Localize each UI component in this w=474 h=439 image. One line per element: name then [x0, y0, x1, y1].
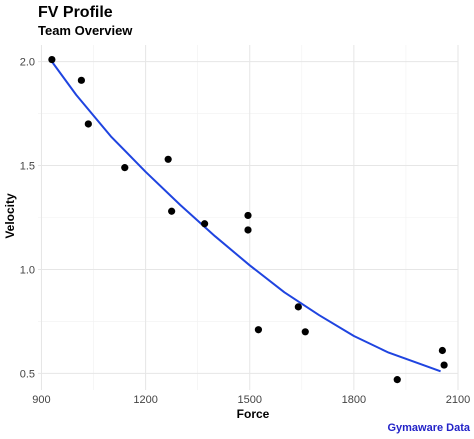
- y-tick-label: 0.5: [20, 368, 35, 380]
- data-point: [254, 326, 263, 334]
- x-tick-label: 2100: [446, 394, 470, 406]
- y-tick-label: 1.5: [20, 161, 35, 173]
- x-tick-label: 1500: [237, 394, 261, 406]
- data-point: [84, 120, 92, 128]
- data-point: [164, 155, 172, 163]
- data-point: [168, 207, 176, 215]
- points-group: [48, 55, 448, 384]
- chart-subtitle: Team Overview: [38, 23, 133, 38]
- data-point: [201, 220, 209, 228]
- y-axis-label: Velocity: [3, 193, 17, 239]
- data-point: [121, 164, 129, 172]
- data-point: [77, 76, 85, 84]
- x-tick-labels: 900 1200 1500 1800 2100: [32, 394, 470, 406]
- data-point: [393, 376, 401, 384]
- data-point: [244, 226, 252, 234]
- x-tick-label: 1800: [342, 394, 366, 406]
- caption: Gymaware Data: [387, 422, 470, 434]
- data-point: [244, 211, 252, 220]
- x-axis-label: Force: [237, 407, 270, 421]
- chart-title: FV Profile: [38, 4, 113, 21]
- y-tick-labels: 0.5 1.0 1.5 2.0: [20, 57, 35, 381]
- data-point: [301, 328, 309, 336]
- fit-line-group: [51, 61, 441, 373]
- y-tick-label: 1.0: [20, 264, 35, 276]
- x-tick-label: 1200: [133, 394, 157, 406]
- data-point: [438, 346, 446, 355]
- fit-line: [51, 61, 441, 373]
- y-tick-label: 2.0: [20, 57, 35, 69]
- data-point: [294, 303, 302, 311]
- x-tick-label: 900: [32, 394, 50, 406]
- data-point: [440, 361, 448, 369]
- data-point: [48, 55, 56, 64]
